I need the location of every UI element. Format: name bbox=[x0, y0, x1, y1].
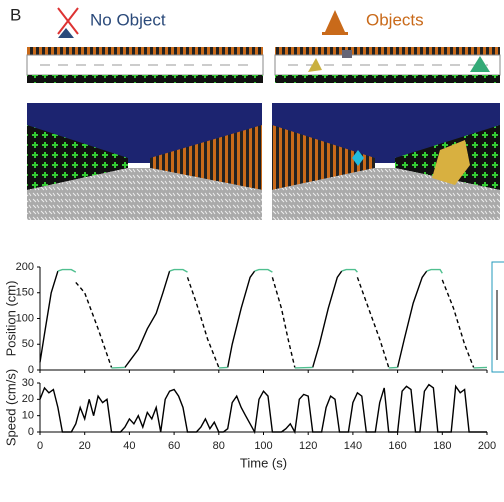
panel-label: B bbox=[10, 5, 21, 24]
x-tick-label: 200 bbox=[478, 440, 496, 452]
y-tick-label: 0 bbox=[28, 364, 34, 376]
track-map bbox=[27, 47, 500, 83]
track-inset bbox=[492, 262, 504, 372]
data-line bbox=[40, 385, 487, 432]
x-tick-label: 120 bbox=[299, 440, 317, 452]
y-tick-label: 10 bbox=[22, 410, 34, 422]
data-line bbox=[58, 270, 487, 368]
x-tick-label: 40 bbox=[123, 440, 135, 452]
figure: B No Object Objects 050100150200Position… bbox=[0, 0, 504, 502]
x-tick-label: 20 bbox=[79, 440, 91, 452]
y-tick-label: 30 bbox=[22, 377, 34, 389]
cone-icon bbox=[322, 10, 348, 35]
x-axis-label: Time (s) bbox=[240, 455, 287, 470]
y-tick-label: 200 bbox=[16, 261, 34, 273]
y-tick-label: 20 bbox=[22, 393, 34, 405]
vr-view bbox=[27, 103, 500, 220]
y-tick-label: 0 bbox=[28, 426, 34, 438]
x-tick-label: 100 bbox=[254, 440, 272, 452]
no-object-icon bbox=[58, 8, 78, 38]
y-axis-label: Speed (cm/s) bbox=[3, 369, 18, 446]
x-tick-label: 80 bbox=[213, 440, 225, 452]
x-tick-label: 140 bbox=[344, 440, 362, 452]
condition-label: Objects bbox=[366, 10, 424, 29]
data-line bbox=[40, 271, 427, 367]
y-axis-label: Position (cm) bbox=[3, 281, 18, 357]
x-tick-label: 60 bbox=[168, 440, 180, 452]
x-tick-label: 160 bbox=[388, 440, 406, 452]
condition-label: No Object bbox=[90, 10, 166, 29]
y-tick-label: 50 bbox=[22, 338, 34, 350]
x-tick-label: 0 bbox=[37, 440, 43, 452]
x-tick-label: 180 bbox=[433, 440, 451, 452]
